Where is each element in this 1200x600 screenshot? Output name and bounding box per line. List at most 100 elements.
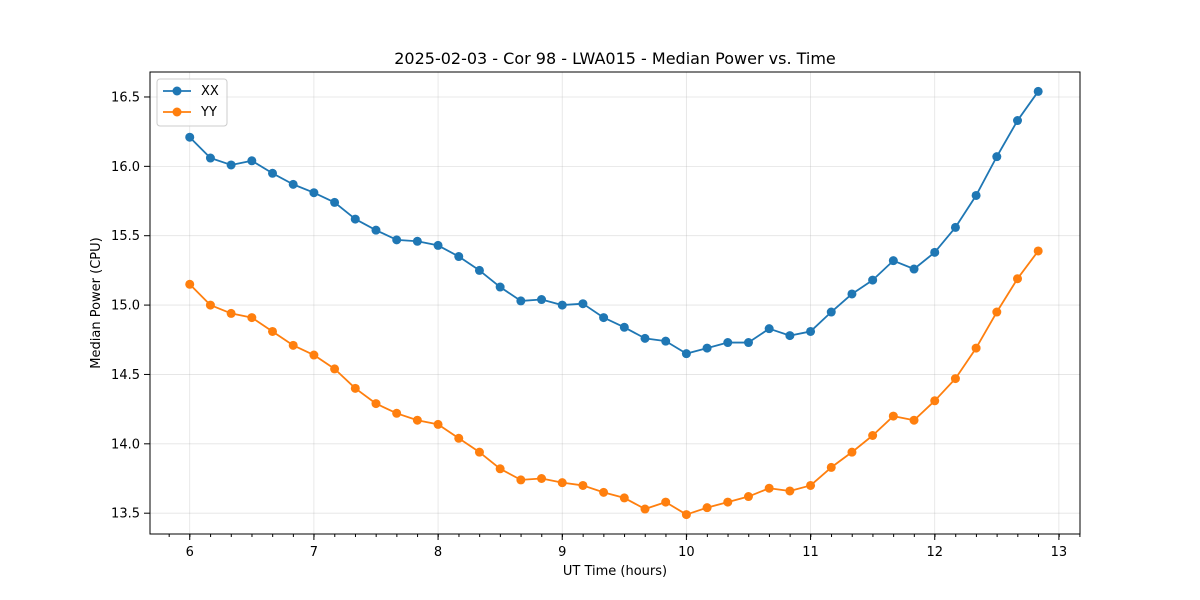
data-point-xx: [702, 343, 712, 353]
data-point-yy: [392, 408, 402, 418]
data-point-xx: [1013, 116, 1023, 126]
data-point-yy: [702, 503, 712, 513]
series-xx: [185, 86, 1043, 359]
series-layer: [185, 86, 1043, 520]
x-tick-label: 11: [802, 545, 819, 560]
y-tick-label: 14.0: [111, 437, 140, 452]
x-tick-label: 7: [310, 545, 318, 560]
series-yy: [185, 246, 1043, 520]
data-point-xx: [599, 313, 609, 323]
x-axis-label: UT Time (hours): [563, 564, 667, 579]
data-point-yy: [1013, 274, 1023, 284]
y-tick-label: 13.5: [111, 507, 140, 522]
data-point-yy: [743, 492, 753, 502]
data-point-xx: [971, 190, 981, 200]
y-axis-label: Median Power (CPU): [89, 237, 104, 368]
y-tick-label: 15.0: [111, 299, 140, 314]
data-point-yy: [806, 480, 816, 490]
data-point-yy: [412, 415, 422, 425]
data-point-yy: [185, 279, 195, 289]
data-point-xx: [330, 197, 340, 207]
data-point-xx: [288, 179, 298, 189]
data-point-xx: [950, 222, 960, 232]
data-point-xx: [495, 282, 505, 292]
data-point-yy: [537, 474, 547, 484]
data-point-xx: [557, 300, 567, 310]
data-point-xx: [640, 333, 650, 343]
data-point-yy: [950, 374, 960, 384]
x-tick-label: 6: [186, 545, 194, 560]
data-point-xx: [909, 264, 919, 274]
data-point-xx: [619, 322, 629, 332]
data-point-yy: [371, 399, 381, 409]
data-point-yy: [681, 510, 691, 520]
data-point-yy: [433, 419, 443, 429]
data-point-yy: [474, 447, 484, 457]
data-point-xx: [888, 256, 898, 266]
data-point-xx: [764, 324, 774, 334]
data-point-xx: [268, 168, 278, 178]
data-point-xx: [785, 331, 795, 341]
data-point-xx: [247, 156, 257, 166]
data-point-yy: [661, 497, 671, 507]
y-axis-ticks: 13.5 14.0 14.5 15.0 15.5 16.0 16.5: [111, 90, 150, 522]
data-point-yy: [288, 340, 298, 350]
grid: [150, 72, 1080, 534]
data-point-xx: [826, 307, 836, 317]
data-point-xx: [371, 225, 381, 235]
data-point-yy: [330, 364, 340, 374]
data-point-xx: [743, 338, 753, 348]
data-point-xx: [309, 188, 319, 198]
data-point-xx: [350, 214, 360, 224]
data-point-yy: [268, 326, 278, 336]
data-point-xx: [205, 153, 215, 163]
x-tick-label: 12: [926, 545, 943, 560]
data-point-yy: [578, 480, 588, 490]
data-point-xx: [226, 160, 236, 170]
data-point-yy: [640, 504, 650, 514]
data-point-yy: [247, 313, 257, 323]
y-tick-label: 15.5: [111, 229, 140, 244]
legend: XX YY: [156, 78, 228, 127]
plot-area: [150, 72, 1080, 534]
data-point-yy: [785, 486, 795, 496]
x-tick-label: 8: [434, 545, 442, 560]
data-point-xx: [723, 338, 733, 348]
data-point-xx: [454, 252, 464, 262]
chart-title: 2025-02-03 - Cor 98 - LWA015 - Median Po…: [394, 49, 836, 68]
data-point-yy: [454, 433, 464, 443]
legend-label-yy: YY: [200, 105, 217, 120]
x-tick-label: 9: [558, 545, 566, 560]
data-point-yy: [557, 478, 567, 488]
x-tick-label: 13: [1051, 545, 1068, 560]
data-point-yy: [826, 462, 836, 472]
data-point-xx: [992, 152, 1002, 162]
data-point-xx: [412, 236, 422, 246]
data-point-yy: [764, 483, 774, 493]
data-point-yy: [226, 308, 236, 318]
data-point-yy: [847, 447, 857, 457]
data-point-xx: [185, 132, 195, 142]
data-point-xx: [681, 349, 691, 359]
y-tick-label: 16.5: [111, 90, 140, 105]
data-point-yy: [1033, 246, 1043, 256]
data-point-yy: [909, 415, 919, 425]
legend-marker-xx: [172, 86, 182, 96]
data-point-yy: [888, 411, 898, 421]
y-tick-label: 16.0: [111, 160, 140, 175]
data-point-xx: [930, 247, 940, 257]
data-point-xx: [537, 295, 547, 305]
data-point-yy: [992, 307, 1002, 317]
data-point-xx: [847, 289, 857, 299]
legend-label-xx: XX: [201, 84, 219, 99]
data-point-xx: [392, 235, 402, 245]
data-point-yy: [868, 430, 878, 440]
legend-marker-yy: [172, 107, 182, 117]
axes-frame: [149, 71, 1081, 535]
data-point-yy: [495, 464, 505, 474]
data-point-yy: [971, 343, 981, 353]
x-axis-ticks: 6 7 8 9 10 11 12 13: [168, 534, 1081, 560]
data-point-xx: [1033, 86, 1043, 96]
data-point-xx: [806, 326, 816, 336]
